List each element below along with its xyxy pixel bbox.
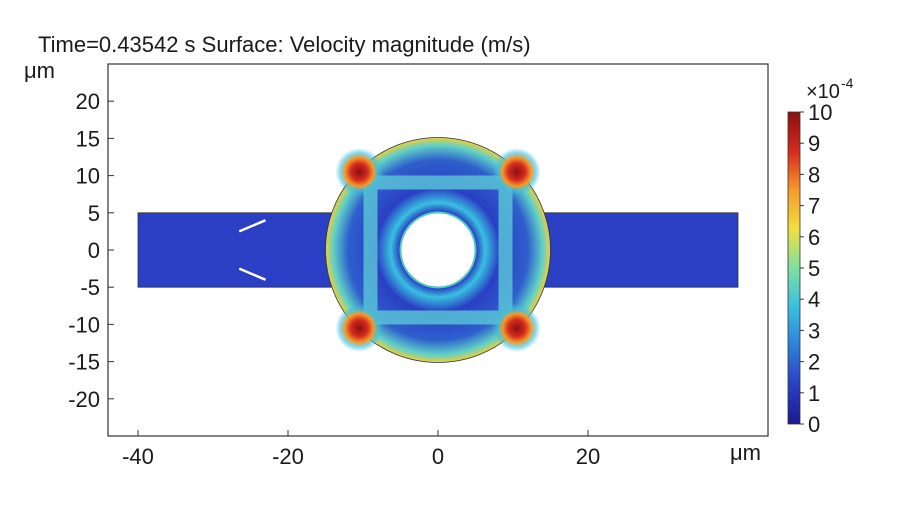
- central-hole: [399, 211, 477, 289]
- hotspot: [335, 147, 384, 196]
- y-tick-label: -20: [68, 387, 100, 412]
- colorbar: [787, 111, 801, 425]
- colorbar-exponent: -4: [841, 75, 854, 91]
- colorbar-tick-label: 4: [808, 287, 820, 312]
- y-tick-label: -10: [68, 312, 100, 337]
- x-tick-label: 20: [576, 444, 600, 469]
- y-tick-label: 15: [76, 126, 100, 151]
- y-tick-label: 0: [88, 238, 100, 263]
- chart-title: Time=0.43542 s Surface: Velocity magnitu…: [38, 32, 531, 57]
- y-tick-label: -5: [80, 275, 100, 300]
- colorbar-tick-label: 5: [808, 256, 820, 281]
- colorbar-tick-label: 6: [808, 225, 820, 250]
- flow-domain: [137, 137, 739, 363]
- x-unit-label: μm: [730, 440, 761, 465]
- hotspot: [335, 304, 384, 353]
- y-tick-label: 10: [76, 164, 100, 189]
- x-tick-label: 0: [432, 444, 444, 469]
- colorbar-tick-label: 1: [808, 381, 820, 406]
- flow-band: [363, 175, 513, 325]
- colorbar-tick-label: 8: [808, 162, 820, 187]
- hotspot: [492, 147, 541, 196]
- hotspot: [492, 304, 541, 353]
- x-tick-label: -20: [272, 444, 304, 469]
- colorbar-multiplier: ×10: [806, 81, 840, 103]
- x-axis-ticks: -40 -20 0 20: [122, 430, 600, 469]
- colorbar-tick-label: 10: [808, 100, 832, 125]
- inlet-marker: [238, 219, 266, 233]
- y-tick-label: 5: [88, 201, 100, 226]
- colorbar-tick-label: 3: [808, 318, 820, 343]
- colorbar-tick-label: 9: [808, 131, 820, 156]
- colorbar-tick-label: 7: [808, 194, 820, 219]
- y-tick-label: 20: [76, 89, 100, 114]
- y-axis-ticks: 20 15 10 5 0 -5 -10 -15 -20: [68, 89, 114, 412]
- x-tick-label: -40: [122, 444, 154, 469]
- y-unit-label: μm: [24, 58, 55, 83]
- colorbar-tick-label: 2: [808, 350, 820, 375]
- inlet-marker: [238, 267, 266, 281]
- colorbar-tick-label: 0: [808, 412, 820, 437]
- y-tick-label: -15: [68, 350, 100, 375]
